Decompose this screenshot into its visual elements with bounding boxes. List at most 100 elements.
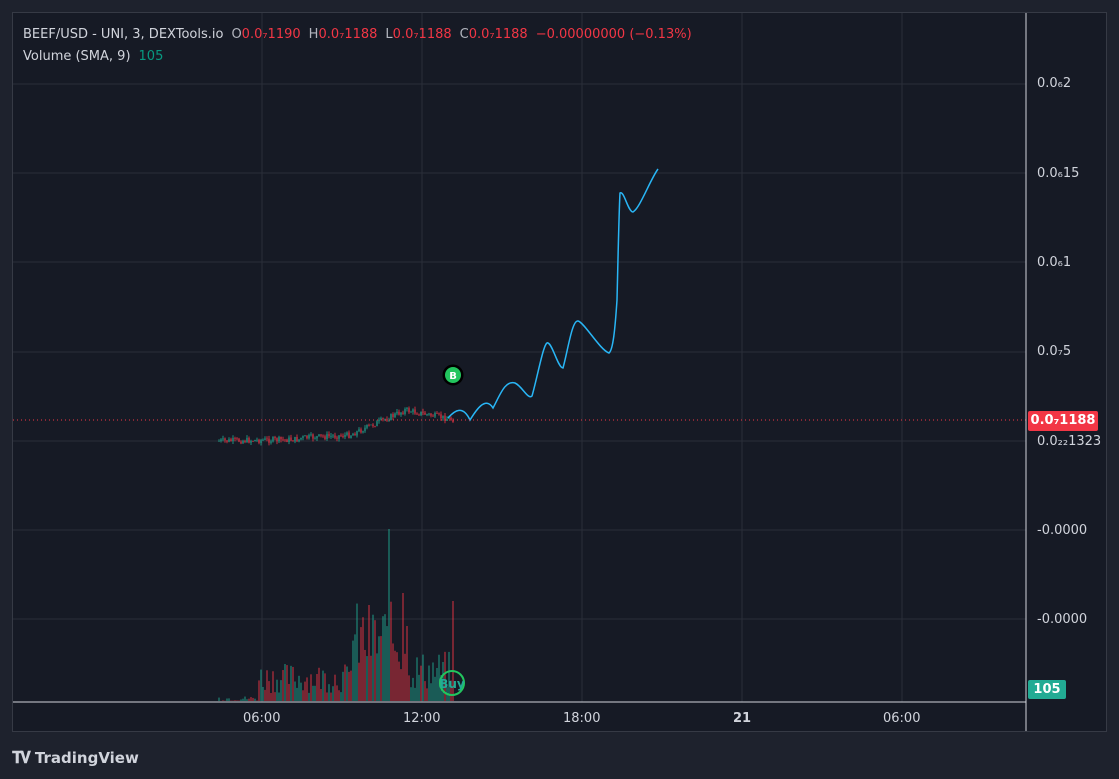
volume-bar	[368, 605, 370, 701]
candle-body	[312, 434, 314, 439]
volume-bar	[244, 696, 246, 701]
candle-body	[272, 437, 274, 442]
volume-bar	[410, 687, 412, 701]
candle-body	[322, 435, 324, 437]
volume-bar	[262, 686, 264, 701]
candle-body	[386, 419, 388, 421]
y-label-2: 0.0₆1	[1037, 255, 1072, 270]
high-value: 0.0₇1188	[318, 27, 378, 42]
candle-body	[382, 418, 384, 420]
candle-body	[436, 413, 438, 414]
close-key: C	[459, 27, 469, 42]
volume-bar	[350, 670, 352, 701]
symbol-label[interactable]: BEEF/USD - UNI, 3, DEXTools.io	[23, 27, 224, 42]
buy-badge-letter: B	[449, 371, 457, 382]
volume-bar	[250, 697, 252, 701]
volume-label[interactable]: Volume (SMA, 9)	[23, 49, 131, 64]
volume-bar	[318, 667, 320, 701]
volume-bar	[286, 665, 288, 701]
candle-body	[262, 439, 264, 441]
candle-body	[402, 412, 404, 414]
volume-bar	[444, 651, 446, 701]
buy-volume-text: Buy	[439, 677, 465, 691]
candle-body	[246, 437, 248, 443]
y-label-3: 0.0₇5	[1037, 344, 1072, 359]
volume-bar	[306, 677, 308, 701]
y-label-5: -0.0000	[1037, 523, 1088, 538]
price-line	[447, 168, 659, 422]
candle-body	[372, 424, 374, 427]
volume-bar	[348, 671, 350, 701]
candle-body	[330, 435, 332, 437]
candle-body	[296, 436, 298, 442]
candle-body	[410, 411, 412, 413]
volume-bar	[238, 700, 240, 701]
candle-body	[228, 439, 230, 442]
volume-bar	[228, 698, 230, 701]
candle-body	[218, 440, 220, 442]
grid	[13, 13, 1026, 702]
x-label-2: 18:00	[563, 711, 601, 726]
candle-body	[424, 412, 426, 415]
volume-bar	[332, 686, 334, 701]
volume-bar	[366, 656, 368, 701]
volume-bar	[320, 688, 322, 701]
candle-body	[438, 413, 440, 415]
chart-frame[interactable]	[12, 12, 1107, 732]
volume-bar	[330, 692, 332, 701]
volume-bar	[278, 692, 280, 701]
candle-body	[364, 427, 366, 432]
candle-body	[428, 413, 430, 415]
candle-body	[404, 409, 406, 414]
candle-body	[352, 433, 354, 436]
candle-body	[356, 431, 358, 436]
volume-bar	[342, 671, 344, 701]
volume-bar	[362, 617, 364, 701]
volume-bar	[424, 681, 426, 701]
volume-bar	[358, 662, 360, 701]
buy-marker-badge[interactable]: B	[442, 364, 464, 386]
open-key: O	[231, 27, 242, 42]
volume-bar	[322, 670, 324, 701]
candle-body	[350, 435, 352, 439]
candle-body	[226, 440, 228, 442]
candle-body	[442, 415, 444, 419]
current-volume-badge: 105	[1028, 680, 1066, 699]
y-label-0: 0.0₆2	[1037, 76, 1072, 91]
candle-body	[396, 411, 398, 414]
close-value: 0.0₇1188	[468, 27, 528, 42]
volume-bar	[266, 670, 268, 701]
volume-bar	[402, 593, 404, 701]
candle-body	[426, 414, 428, 415]
volume-bar	[222, 700, 224, 701]
volume-bar	[290, 665, 292, 701]
volume-bar	[274, 692, 276, 701]
x-label-3: 21	[733, 711, 752, 726]
candle-body	[256, 439, 258, 441]
x-label-0: 06:00	[243, 711, 281, 726]
candle-body	[308, 435, 310, 439]
volume-bar	[276, 679, 278, 701]
buy-volume-marker[interactable]: Buy	[439, 670, 465, 696]
volume-bar	[324, 673, 326, 701]
volume-bar	[422, 654, 424, 701]
tradingview-logo[interactable]: 𝐓𝐕 TradingView	[12, 748, 139, 768]
candle-body	[290, 437, 292, 441]
candle-body	[318, 434, 320, 437]
candle-body	[268, 438, 270, 443]
candle-body	[414, 409, 416, 414]
tradingview-name: TradingView	[34, 749, 139, 767]
volume-bar	[246, 699, 248, 701]
candle-body	[360, 429, 362, 433]
candle-body	[338, 435, 340, 439]
candle-body	[358, 429, 360, 432]
candle-body	[340, 435, 342, 437]
candle-body	[394, 413, 396, 417]
volume-bar	[400, 669, 402, 701]
candle-body	[366, 424, 368, 428]
volume-bar	[346, 666, 348, 701]
candle-body	[310, 434, 312, 436]
volume-bar	[392, 643, 394, 701]
x-label-4: 06:00	[883, 711, 921, 726]
